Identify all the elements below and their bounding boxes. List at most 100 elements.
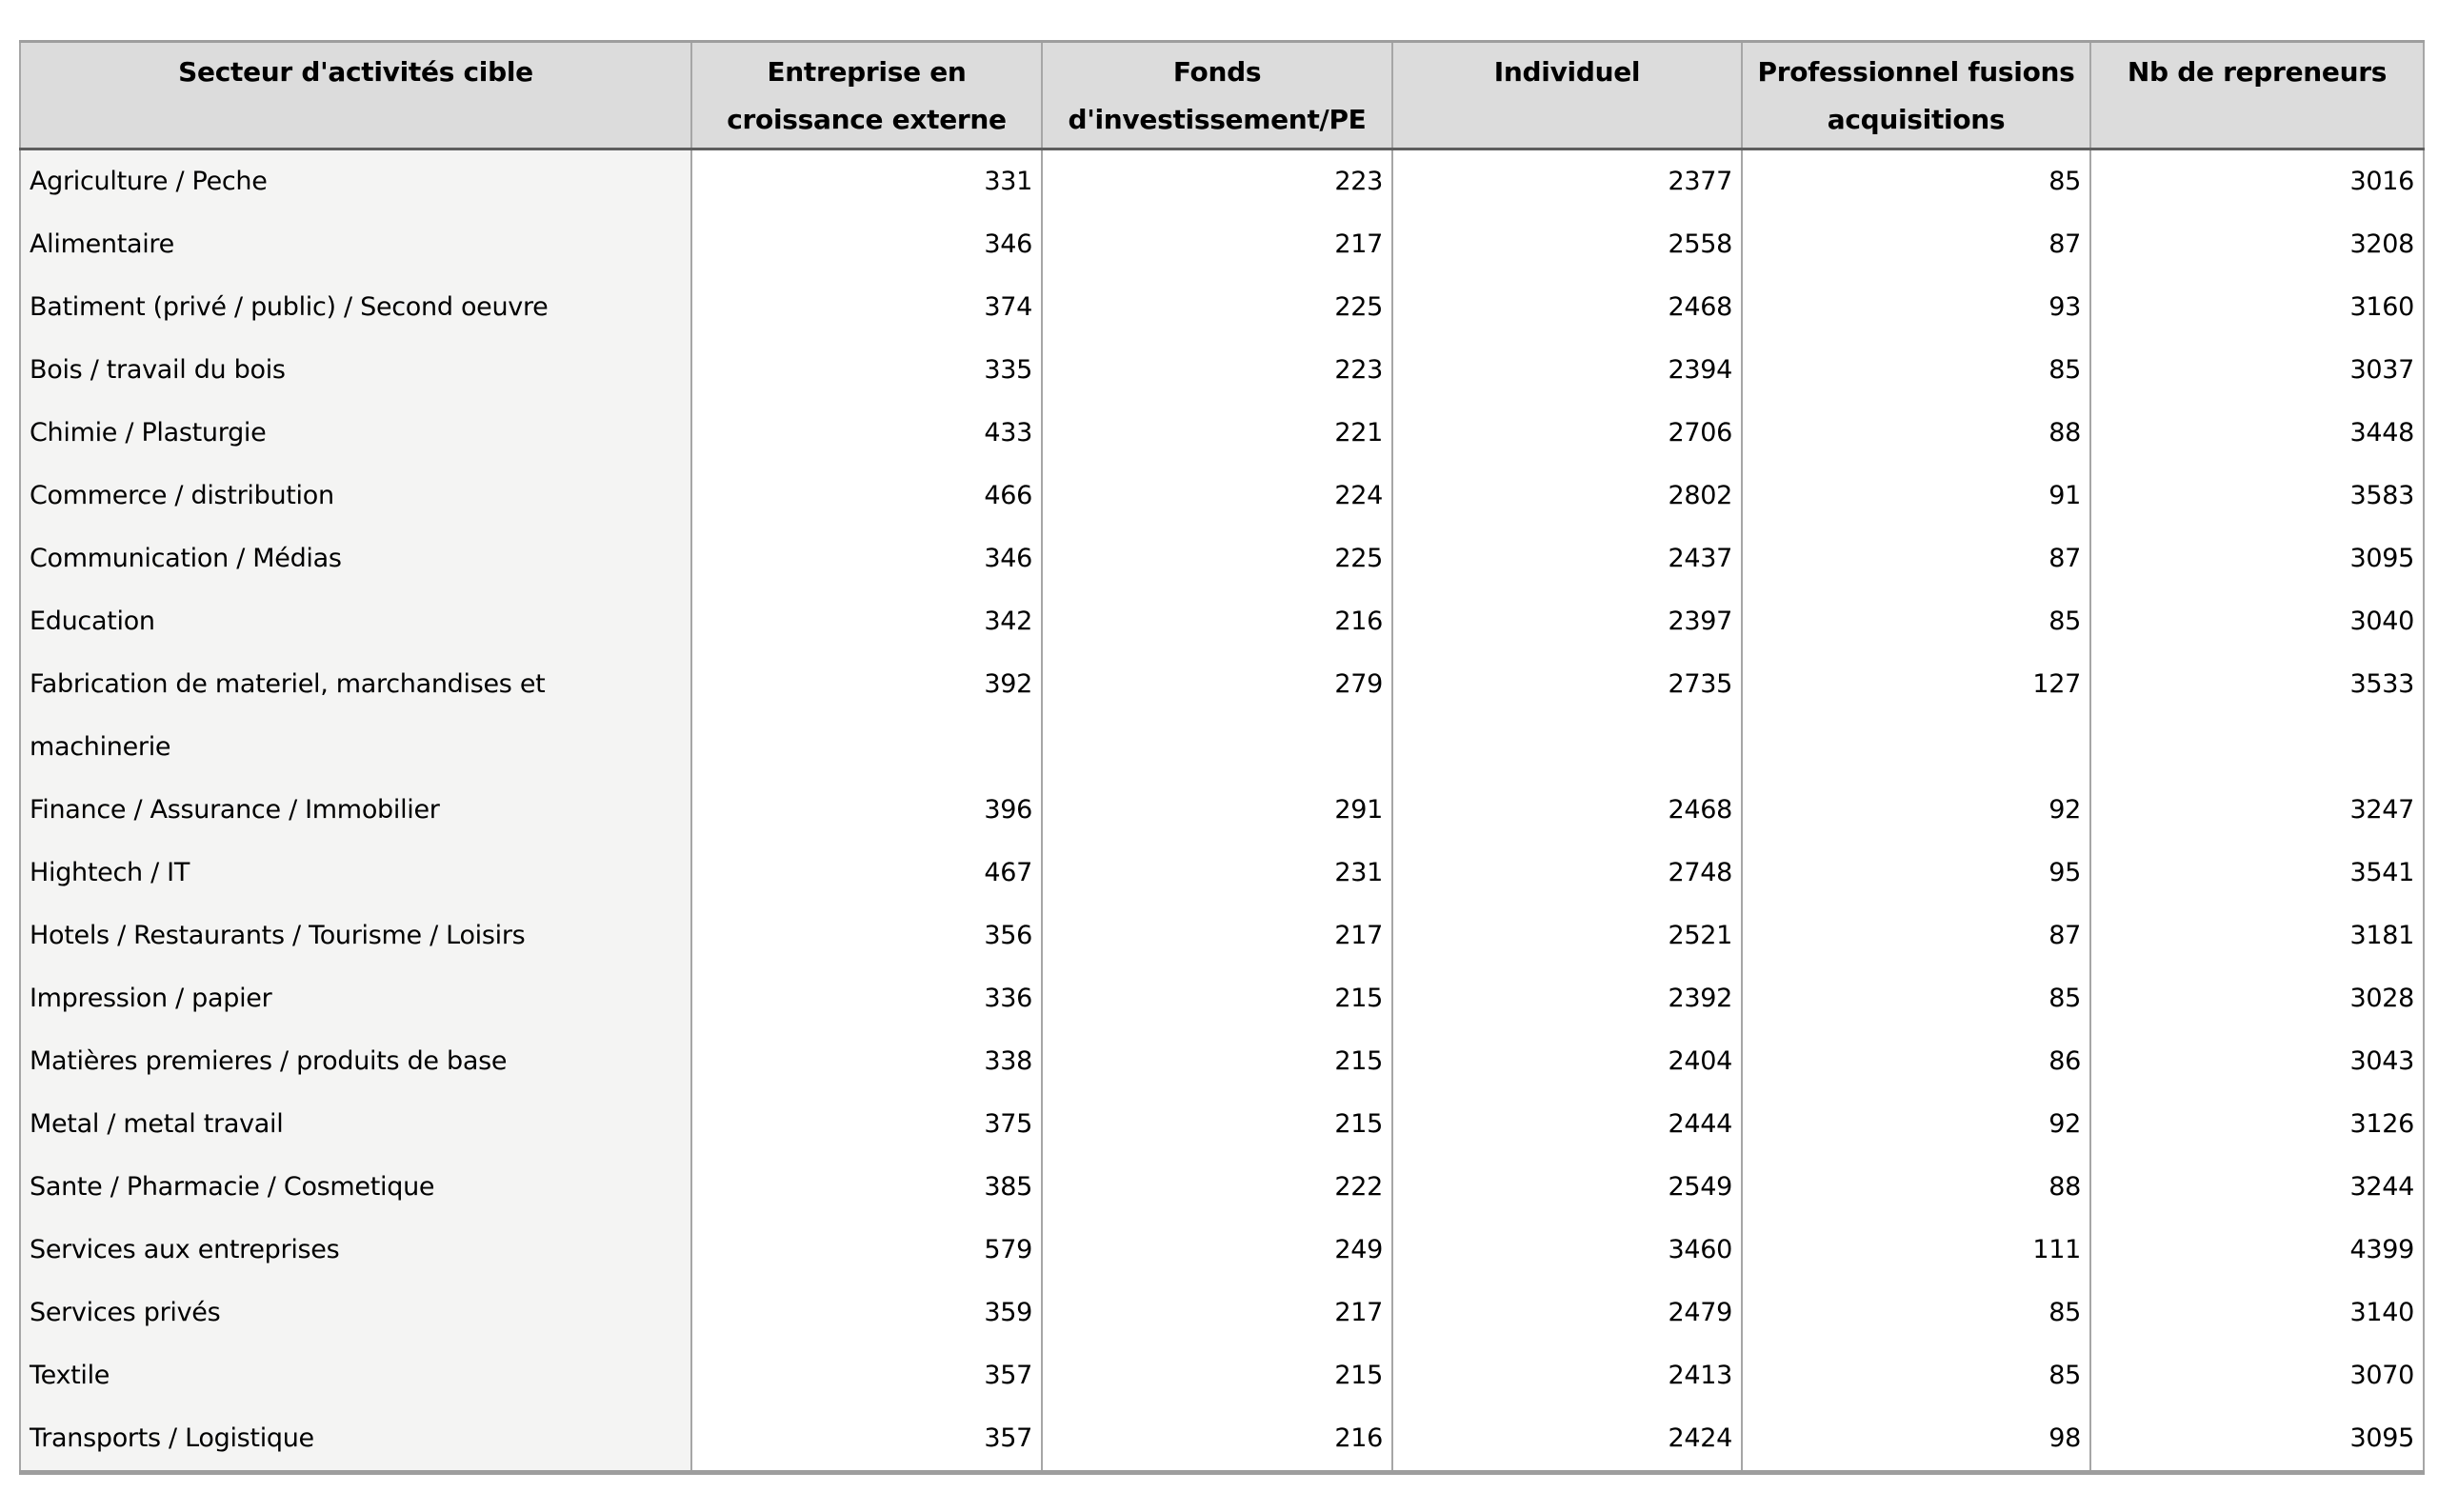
fonds-investissement-pe-cell: 221	[1041, 402, 1393, 465]
individuel-cell: 2521	[1391, 905, 1743, 967]
sector-cell: Education	[19, 590, 692, 653]
individuel-cell: 3460	[1391, 1219, 1743, 1282]
table-row: Transports / Logistique 357 216 2424 98 …	[19, 1407, 2425, 1473]
entreprise-croissance-externe-cell: 357	[690, 1407, 1043, 1473]
table-row: Commerce / distribution 466 224 2802 91 …	[19, 465, 2425, 527]
table-header: Secteur d'activités cible Entreprise en …	[19, 41, 2425, 150]
professionnel-fusions-acquisitions-cell: 92	[1741, 779, 2091, 842]
table-row: Sante / Pharmacie / Cosmetique 385 222 2…	[19, 1156, 2425, 1219]
professionnel-fusions-acquisitions-cell: 85	[1741, 590, 2091, 653]
individuel-cell: 2468	[1391, 779, 1743, 842]
entreprise-croissance-externe-cell: 336	[690, 967, 1043, 1030]
entreprise-croissance-externe-cell: 374	[690, 276, 1043, 339]
entreprise-croissance-externe-cell: 579	[690, 1219, 1043, 1282]
entreprise-croissance-externe-cell: 357	[690, 1344, 1043, 1407]
individuel-cell: 2392	[1391, 967, 1743, 1030]
table-row: Services aux entreprises 579 249 3460 11…	[19, 1219, 2425, 1282]
table-row: Metal / metal travail 375 215 2444 92 31…	[19, 1093, 2425, 1156]
fonds-investissement-pe-cell: 217	[1041, 213, 1393, 276]
fonds-investissement-pe-cell: 225	[1041, 276, 1393, 339]
nb-repreneurs-cell: 3028	[2089, 967, 2425, 1030]
header-nb-de-repreneurs: Nb de repreneurs	[2089, 41, 2425, 150]
fonds-investissement-pe-cell: 291	[1041, 779, 1393, 842]
individuel-cell: 2735	[1391, 653, 1743, 779]
sector-cell: Sante / Pharmacie / Cosmetique	[19, 1156, 692, 1219]
entreprise-croissance-externe-cell: 467	[690, 842, 1043, 905]
table-row: Matières premieres / produits de base 33…	[19, 1030, 2425, 1093]
nb-repreneurs-cell: 3533	[2089, 653, 2425, 779]
professionnel-fusions-acquisitions-cell: 111	[1741, 1219, 2091, 1282]
header-row: Secteur d'activités cible Entreprise en …	[19, 41, 2425, 150]
professionnel-fusions-acquisitions-cell: 85	[1741, 967, 2091, 1030]
sector-cell: Metal / metal travail	[19, 1093, 692, 1156]
nb-repreneurs-cell: 4399	[2089, 1219, 2425, 1282]
sector-cell: Hightech / IT	[19, 842, 692, 905]
professionnel-fusions-acquisitions-cell: 87	[1741, 905, 2091, 967]
table-row: Impression / papier 336 215 2392 85 3028	[19, 967, 2425, 1030]
individuel-cell: 2549	[1391, 1156, 1743, 1219]
sector-activity-table: Secteur d'activités cible Entreprise en …	[19, 40, 2425, 1475]
individuel-cell: 2394	[1391, 339, 1743, 402]
nb-repreneurs-cell: 3181	[2089, 905, 2425, 967]
sector-cell: Hotels / Restaurants / Tourisme / Loisir…	[19, 905, 692, 967]
sector-cell: Services privés	[19, 1282, 692, 1344]
nb-repreneurs-cell: 3244	[2089, 1156, 2425, 1219]
nb-repreneurs-cell: 3040	[2089, 590, 2425, 653]
nb-repreneurs-cell: 3448	[2089, 402, 2425, 465]
professionnel-fusions-acquisitions-cell: 127	[1741, 653, 2091, 779]
fonds-investissement-pe-cell: 217	[1041, 905, 1393, 967]
individuel-cell: 2404	[1391, 1030, 1743, 1093]
individuel-cell: 2377	[1391, 149, 1743, 213]
entreprise-croissance-externe-cell: 338	[690, 1030, 1043, 1093]
nb-repreneurs-cell: 3126	[2089, 1093, 2425, 1156]
sector-cell: Matières premieres / produits de base	[19, 1030, 692, 1093]
table-row: Communication / Médias 346 225 2437 87 3…	[19, 527, 2425, 590]
fonds-investissement-pe-cell: 223	[1041, 149, 1393, 213]
sector-cell: Agriculture / Peche	[19, 149, 692, 213]
professionnel-fusions-acquisitions-cell: 93	[1741, 276, 2091, 339]
fonds-investissement-pe-cell: 215	[1041, 1093, 1393, 1156]
sector-cell: Fabrication de materiel, marchandises et…	[19, 653, 692, 779]
header-fonds-investissement-pe: Fonds d'investissement/PE	[1041, 41, 1393, 150]
entreprise-croissance-externe-cell: 396	[690, 779, 1043, 842]
sector-cell: Textile	[19, 1344, 692, 1407]
individuel-cell: 2437	[1391, 527, 1743, 590]
header-entreprise-croissance-externe: Entreprise en croissance externe	[690, 41, 1043, 150]
table-row: Alimentaire 346 217 2558 87 3208	[19, 213, 2425, 276]
fonds-investissement-pe-cell: 223	[1041, 339, 1393, 402]
nb-repreneurs-cell: 3160	[2089, 276, 2425, 339]
fonds-investissement-pe-cell: 217	[1041, 1282, 1393, 1344]
table-row: Services privés 359 217 2479 85 3140	[19, 1282, 2425, 1344]
nb-repreneurs-cell: 3095	[2089, 1407, 2425, 1473]
header-secteur-activites-cible: Secteur d'activités cible	[19, 41, 692, 150]
professionnel-fusions-acquisitions-cell: 87	[1741, 527, 2091, 590]
professionnel-fusions-acquisitions-cell: 85	[1741, 149, 2091, 213]
nb-repreneurs-cell: 3583	[2089, 465, 2425, 527]
individuel-cell: 2468	[1391, 276, 1743, 339]
header-individuel: Individuel	[1391, 41, 1743, 150]
individuel-cell: 2558	[1391, 213, 1743, 276]
professionnel-fusions-acquisitions-cell: 88	[1741, 1156, 2091, 1219]
professionnel-fusions-acquisitions-cell: 85	[1741, 1282, 2091, 1344]
sector-cell: Finance / Assurance / Immobilier	[19, 779, 692, 842]
fonds-investissement-pe-cell: 215	[1041, 967, 1393, 1030]
table-row: Finance / Assurance / Immobilier 396 291…	[19, 779, 2425, 842]
table-row: Batiment (privé / public) / Second oeuvr…	[19, 276, 2425, 339]
individuel-cell: 2413	[1391, 1344, 1743, 1407]
professionnel-fusions-acquisitions-cell: 86	[1741, 1030, 2091, 1093]
sector-cell: Impression / papier	[19, 967, 692, 1030]
nb-repreneurs-cell: 3037	[2089, 339, 2425, 402]
entreprise-croissance-externe-cell: 375	[690, 1093, 1043, 1156]
nb-repreneurs-cell: 3016	[2089, 149, 2425, 213]
entreprise-croissance-externe-cell: 359	[690, 1282, 1043, 1344]
fonds-investissement-pe-cell: 216	[1041, 590, 1393, 653]
table-row: Fabrication de materiel, marchandises et…	[19, 653, 2425, 779]
nb-repreneurs-cell: 3208	[2089, 213, 2425, 276]
nb-repreneurs-cell: 3247	[2089, 779, 2425, 842]
individuel-cell: 2706	[1391, 402, 1743, 465]
entreprise-croissance-externe-cell: 385	[690, 1156, 1043, 1219]
professionnel-fusions-acquisitions-cell: 92	[1741, 1093, 2091, 1156]
nb-repreneurs-cell: 3043	[2089, 1030, 2425, 1093]
fonds-investissement-pe-cell: 216	[1041, 1407, 1393, 1473]
individuel-cell: 2397	[1391, 590, 1743, 653]
